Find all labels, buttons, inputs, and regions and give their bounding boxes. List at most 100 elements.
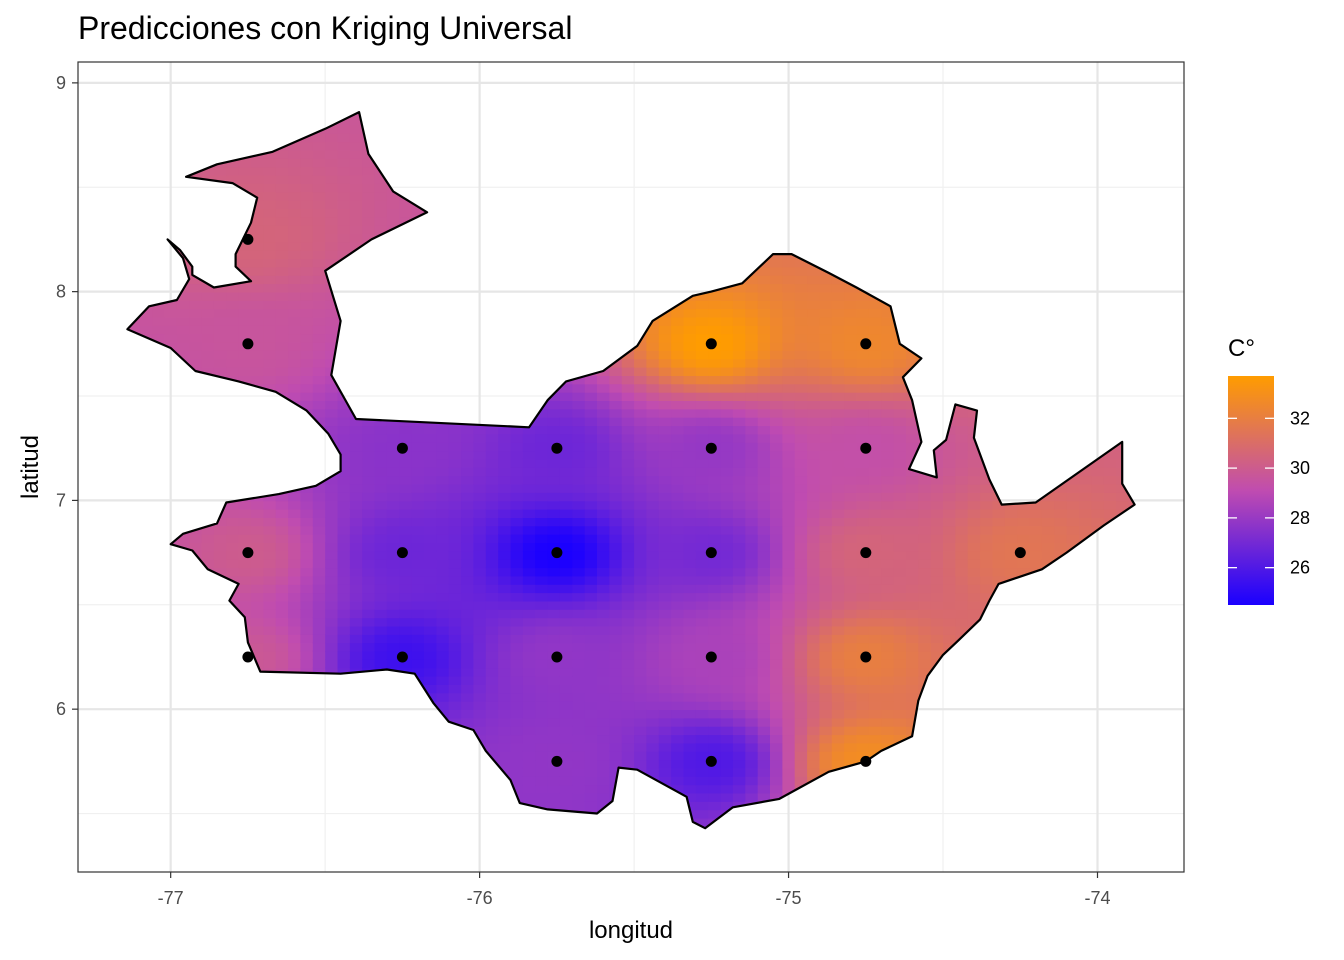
surface-cell	[671, 458, 685, 468]
surface-cell	[386, 642, 401, 652]
surface-cell	[201, 325, 215, 335]
surface-cell	[522, 508, 537, 518]
surface-cell	[732, 375, 747, 385]
surface-cell	[522, 492, 537, 502]
surface-cell	[288, 525, 302, 535]
surface-cell	[671, 684, 685, 694]
surface-cell	[757, 700, 771, 710]
surface-cell	[732, 400, 747, 410]
surface-cell	[312, 550, 326, 560]
surface-cell	[275, 650, 289, 660]
surface-cell	[337, 199, 351, 209]
surface-cell	[337, 400, 351, 410]
surface-cell	[300, 249, 314, 260]
surface-cell	[510, 642, 524, 652]
surface-cell	[325, 216, 339, 226]
surface-cell	[597, 458, 611, 468]
surface-cell	[362, 216, 376, 226]
surface-cell	[634, 684, 648, 694]
surface-cell	[671, 425, 685, 435]
surface-cell	[300, 333, 314, 343]
surface-cell	[436, 642, 450, 652]
surface-cell	[535, 433, 549, 443]
surface-cell	[362, 600, 376, 610]
surface-cell	[584, 600, 598, 610]
surface-cell	[572, 383, 586, 393]
surface-cell	[300, 400, 314, 410]
surface-cell	[547, 617, 561, 627]
surface-cell	[535, 717, 549, 727]
surface-cell	[634, 575, 648, 585]
surface-cell	[325, 224, 339, 234]
surface-cell	[634, 558, 648, 569]
surface-cell	[337, 441, 351, 452]
surface-cell	[708, 667, 722, 677]
surface-cell	[485, 475, 499, 485]
surface-cell	[213, 325, 228, 335]
surface-cell	[337, 533, 351, 543]
surface-cell	[732, 308, 747, 318]
surface-cell	[522, 558, 537, 569]
surface-cell	[300, 166, 314, 176]
surface-cell	[362, 441, 376, 452]
surface-cell	[683, 575, 697, 585]
surface-cell	[522, 684, 537, 694]
surface-cell	[609, 767, 623, 777]
surface-cell	[288, 350, 302, 360]
surface-cell	[807, 592, 821, 602]
surface-cell	[794, 750, 808, 761]
surface-cell	[597, 542, 611, 552]
surface-cell	[658, 542, 672, 552]
surface-cell	[745, 350, 759, 360]
surface-cell	[226, 325, 240, 335]
surface-cell	[782, 316, 796, 326]
surface-cell	[461, 492, 475, 502]
surface-cell	[708, 725, 722, 736]
surface-cell	[782, 458, 796, 468]
surface-cell	[597, 416, 611, 427]
surface-cell	[386, 617, 401, 627]
surface-cell	[745, 333, 759, 343]
surface-cell	[288, 224, 302, 234]
surface-cell	[251, 617, 265, 627]
surface-cell	[461, 667, 475, 677]
surface-cell	[448, 684, 462, 694]
surface-cell	[757, 558, 771, 569]
surface-cell	[238, 249, 252, 260]
surface-cell	[695, 617, 710, 627]
surface-cell	[213, 550, 228, 560]
surface-cell	[226, 508, 240, 518]
surface-cell	[300, 650, 314, 660]
surface-cell	[362, 450, 376, 460]
surface-cell	[794, 717, 808, 727]
surface-cell	[251, 525, 265, 535]
surface-cell	[671, 500, 685, 510]
surface-cell	[473, 592, 487, 602]
surface-cell	[745, 400, 759, 410]
surface-cell	[337, 583, 351, 594]
surface-cell	[683, 383, 697, 393]
surface-cell	[411, 441, 425, 452]
surface-cell	[535, 500, 549, 510]
surface-cell	[300, 567, 314, 577]
surface-cell	[535, 416, 549, 427]
surface-cell	[325, 183, 339, 193]
surface-cell	[720, 508, 734, 518]
surface-cell	[621, 500, 635, 510]
surface-cell	[263, 625, 277, 635]
surface-cell	[597, 717, 611, 727]
surface-cell	[424, 642, 438, 652]
surface-cell	[312, 333, 326, 343]
surface-cell	[176, 300, 191, 310]
surface-cell	[362, 183, 376, 193]
surface-cell	[757, 425, 771, 435]
surface-cell	[732, 667, 747, 677]
surface-cell	[732, 366, 747, 376]
surface-cell	[683, 525, 697, 535]
surface-cell	[176, 350, 191, 360]
surface-cell	[473, 675, 487, 685]
surface-cell	[510, 634, 524, 644]
surface-cell	[720, 776, 734, 786]
surface-cell	[597, 759, 611, 769]
surface-cell	[275, 358, 289, 368]
